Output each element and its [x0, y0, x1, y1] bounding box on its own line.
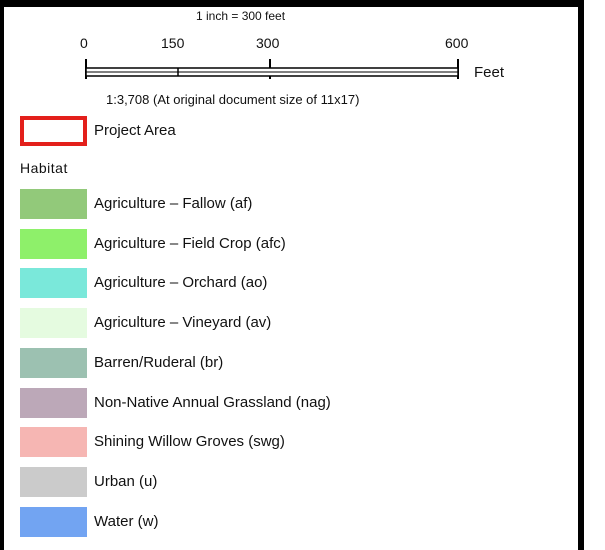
legend-label-u: Urban (u): [94, 473, 158, 490]
legend-swatch-u: [20, 467, 87, 497]
legend-label-w: Water (w): [94, 513, 159, 530]
project-area-label: Project Area: [94, 122, 176, 139]
scale-unit-label: Feet: [474, 64, 505, 81]
legend-swatch-br: [20, 348, 87, 378]
legend-label-br: Barren/Ruderal (br): [94, 354, 224, 371]
legend-label-swg: Shining Willow Groves (swg): [94, 433, 285, 450]
legend-swatch-av: [20, 308, 87, 338]
legend-swatch-af: [20, 189, 87, 219]
scale-tick-150: 150: [161, 35, 185, 51]
legend-swatch-nag: [20, 388, 87, 418]
legend-swatch-w: [20, 507, 87, 537]
legend-label-ao: Agriculture – Orchard (ao): [94, 274, 268, 291]
scale-tick-300: 300: [256, 35, 280, 51]
legend-swatch-swg: [20, 427, 87, 457]
legend-label-afc: Agriculture – Field Crop (afc): [94, 235, 286, 252]
legend-label-nag: Non-Native Annual Grassland (nag): [94, 394, 331, 411]
legend-label-af: Agriculture – Fallow (af): [94, 195, 253, 212]
legend-swatch-ao: [20, 268, 87, 298]
top-border: [0, 0, 578, 7]
project-area-swatch: [20, 116, 87, 146]
scale-tick-600: 600: [445, 35, 469, 51]
legend-label-av: Agriculture – Vineyard (av): [94, 314, 272, 331]
right-border: [578, 0, 584, 550]
scale-title: 1 inch = 300 feet: [196, 9, 286, 23]
scale-ratio-label: 1:3,708 (At original document size of 11…: [106, 92, 360, 107]
habitat-heading: Habitat: [20, 160, 68, 176]
left-border: [0, 0, 4, 550]
legend-swatch-afc: [20, 229, 87, 259]
scale-tick-0: 0: [80, 35, 88, 51]
scale-bar: [85, 59, 459, 79]
